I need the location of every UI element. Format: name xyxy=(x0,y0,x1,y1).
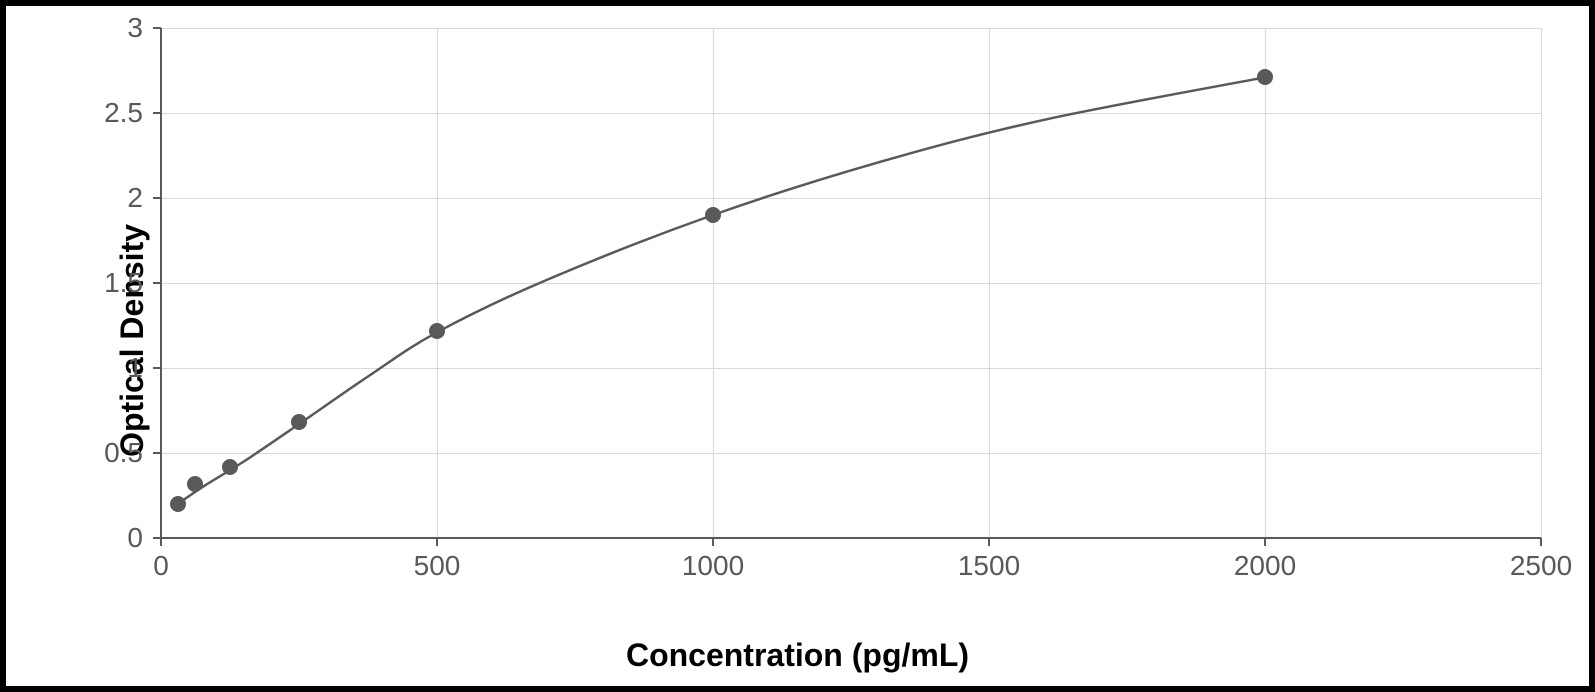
data-point-marker xyxy=(705,207,721,223)
plot-area: 00.511.522.5305001000150020002500 xyxy=(161,28,1541,538)
y-tick-label: 2 xyxy=(127,182,143,214)
data-point-marker xyxy=(170,496,186,512)
chart-outer-frame: Optical Density Concentration (pg/mL) 00… xyxy=(0,0,1595,692)
y-tick-label: 0 xyxy=(127,522,143,554)
gridline-vertical xyxy=(1541,28,1542,538)
fitted-curve xyxy=(161,28,1541,538)
y-tick-label: 0.5 xyxy=(104,437,143,469)
x-axis-label: Concentration (pg/mL) xyxy=(6,637,1589,674)
x-tick-mark xyxy=(160,538,162,546)
x-tick-mark xyxy=(1540,538,1542,546)
x-tick-label: 2500 xyxy=(1510,550,1572,582)
x-tick-label: 1500 xyxy=(958,550,1020,582)
data-point-marker xyxy=(187,476,203,492)
data-point-marker xyxy=(1257,69,1273,85)
x-tick-mark xyxy=(1264,538,1266,546)
x-tick-label: 0 xyxy=(153,550,169,582)
x-tick-label: 500 xyxy=(414,550,461,582)
y-tick-label: 2.5 xyxy=(104,97,143,129)
data-point-marker xyxy=(222,459,238,475)
x-tick-label: 2000 xyxy=(1234,550,1296,582)
y-tick-label: 1 xyxy=(127,352,143,384)
y-tick-label: 3 xyxy=(127,12,143,44)
data-point-marker xyxy=(429,323,445,339)
x-tick-label: 1000 xyxy=(682,550,744,582)
y-tick-label: 1.5 xyxy=(104,267,143,299)
x-tick-mark xyxy=(712,538,714,546)
data-point-marker xyxy=(291,414,307,430)
y-axis-label: Optical Density xyxy=(114,224,151,457)
x-tick-mark xyxy=(988,538,990,546)
x-tick-mark xyxy=(436,538,438,546)
